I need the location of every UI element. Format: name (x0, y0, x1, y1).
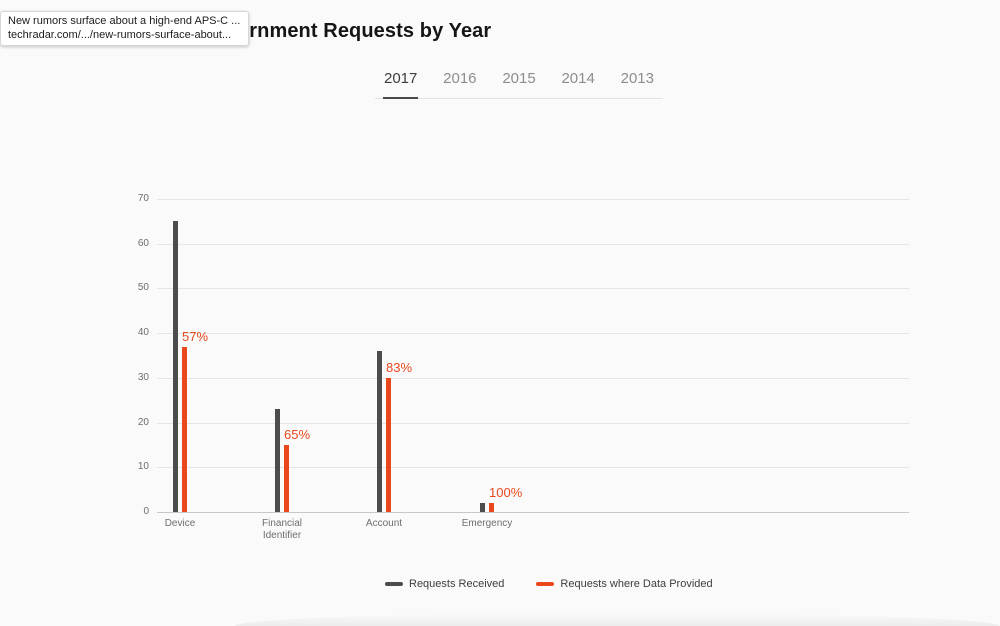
link-preview-tooltip: New rumors surface about a high-end APS-… (0, 11, 250, 46)
year-tabs: 2017 2016 2015 2014 2013 (375, 70, 663, 99)
tab-2015[interactable]: 2015 (501, 70, 536, 99)
y-tick-label-70: 70 (137, 193, 149, 204)
bar-provided-financial-identifier (284, 444, 289, 512)
gridline-10 (157, 467, 909, 469)
legend-label: Requests Received (409, 578, 505, 590)
legend-label: Requests where Data Provided (560, 578, 713, 590)
percent-label-emergency: 100% (489, 485, 523, 501)
bar-received-account (377, 351, 382, 512)
tab-2017[interactable]: 2017 (383, 70, 419, 99)
x-tick-label-financial-identifier: Financial Identifier (261, 518, 303, 541)
gridline-30 (157, 377, 909, 379)
legend-item-requests-received: Requests Received (385, 578, 504, 590)
bar-chart-plot-area: 0 10 20 30 40 50 60 70 57% Device 65% Financial Ide… (138, 193, 909, 541)
y-tick-label-30: 30 (137, 371, 149, 383)
bar-received-device (173, 221, 178, 512)
y-tick-label-50: 50 (137, 282, 149, 294)
tab-2016[interactable]: 2016 (442, 70, 477, 99)
legend-item-requests-where-data-provided: Requests where Data Provided (536, 578, 713, 590)
percent-label-device: 57% (182, 328, 209, 344)
tab-2013[interactable]: 2013 (620, 70, 655, 99)
link-preview-url: techradar.com/.../new-rumors-surface-abo… (8, 29, 232, 41)
y-tick-label-10: 10 (137, 461, 149, 473)
link-preview-title: New rumors surface about a high-end APS-… (8, 15, 241, 27)
bar-provided-account (386, 377, 391, 512)
tab-2014[interactable]: 2014 (560, 70, 595, 99)
chart-legend: Requests Received Requests where Data Pro… (385, 578, 713, 590)
x-tick-label-device: Device (164, 518, 196, 529)
gridline-20 (157, 422, 909, 424)
bar-received-emergency (480, 503, 485, 512)
y-tick-label-20: 20 (137, 416, 149, 428)
gridline-60 (157, 243, 909, 245)
percent-label-account: 83% (386, 359, 413, 375)
gridline-70 (157, 199, 909, 200)
y-tick-label-0: 0 (143, 506, 149, 517)
x-tick-label-emergency: Emergency (461, 518, 513, 529)
bar-received-financial-identifier (275, 409, 280, 512)
gridline-50 (157, 288, 909, 290)
bar-provided-device (182, 346, 187, 512)
legend-swatch (385, 582, 403, 586)
y-tick-label-60: 60 (137, 237, 149, 249)
legend-swatch (536, 582, 555, 586)
section-bottom-shadow (235, 613, 1000, 626)
y-tick-label-40: 40 (137, 327, 149, 339)
x-tick-label-account: Account (365, 518, 403, 529)
x-axis-line (157, 512, 909, 513)
bar-provided-emergency (489, 503, 494, 512)
percent-label-financial-identifier: 65% (284, 426, 311, 442)
gridline-40 (157, 333, 909, 335)
